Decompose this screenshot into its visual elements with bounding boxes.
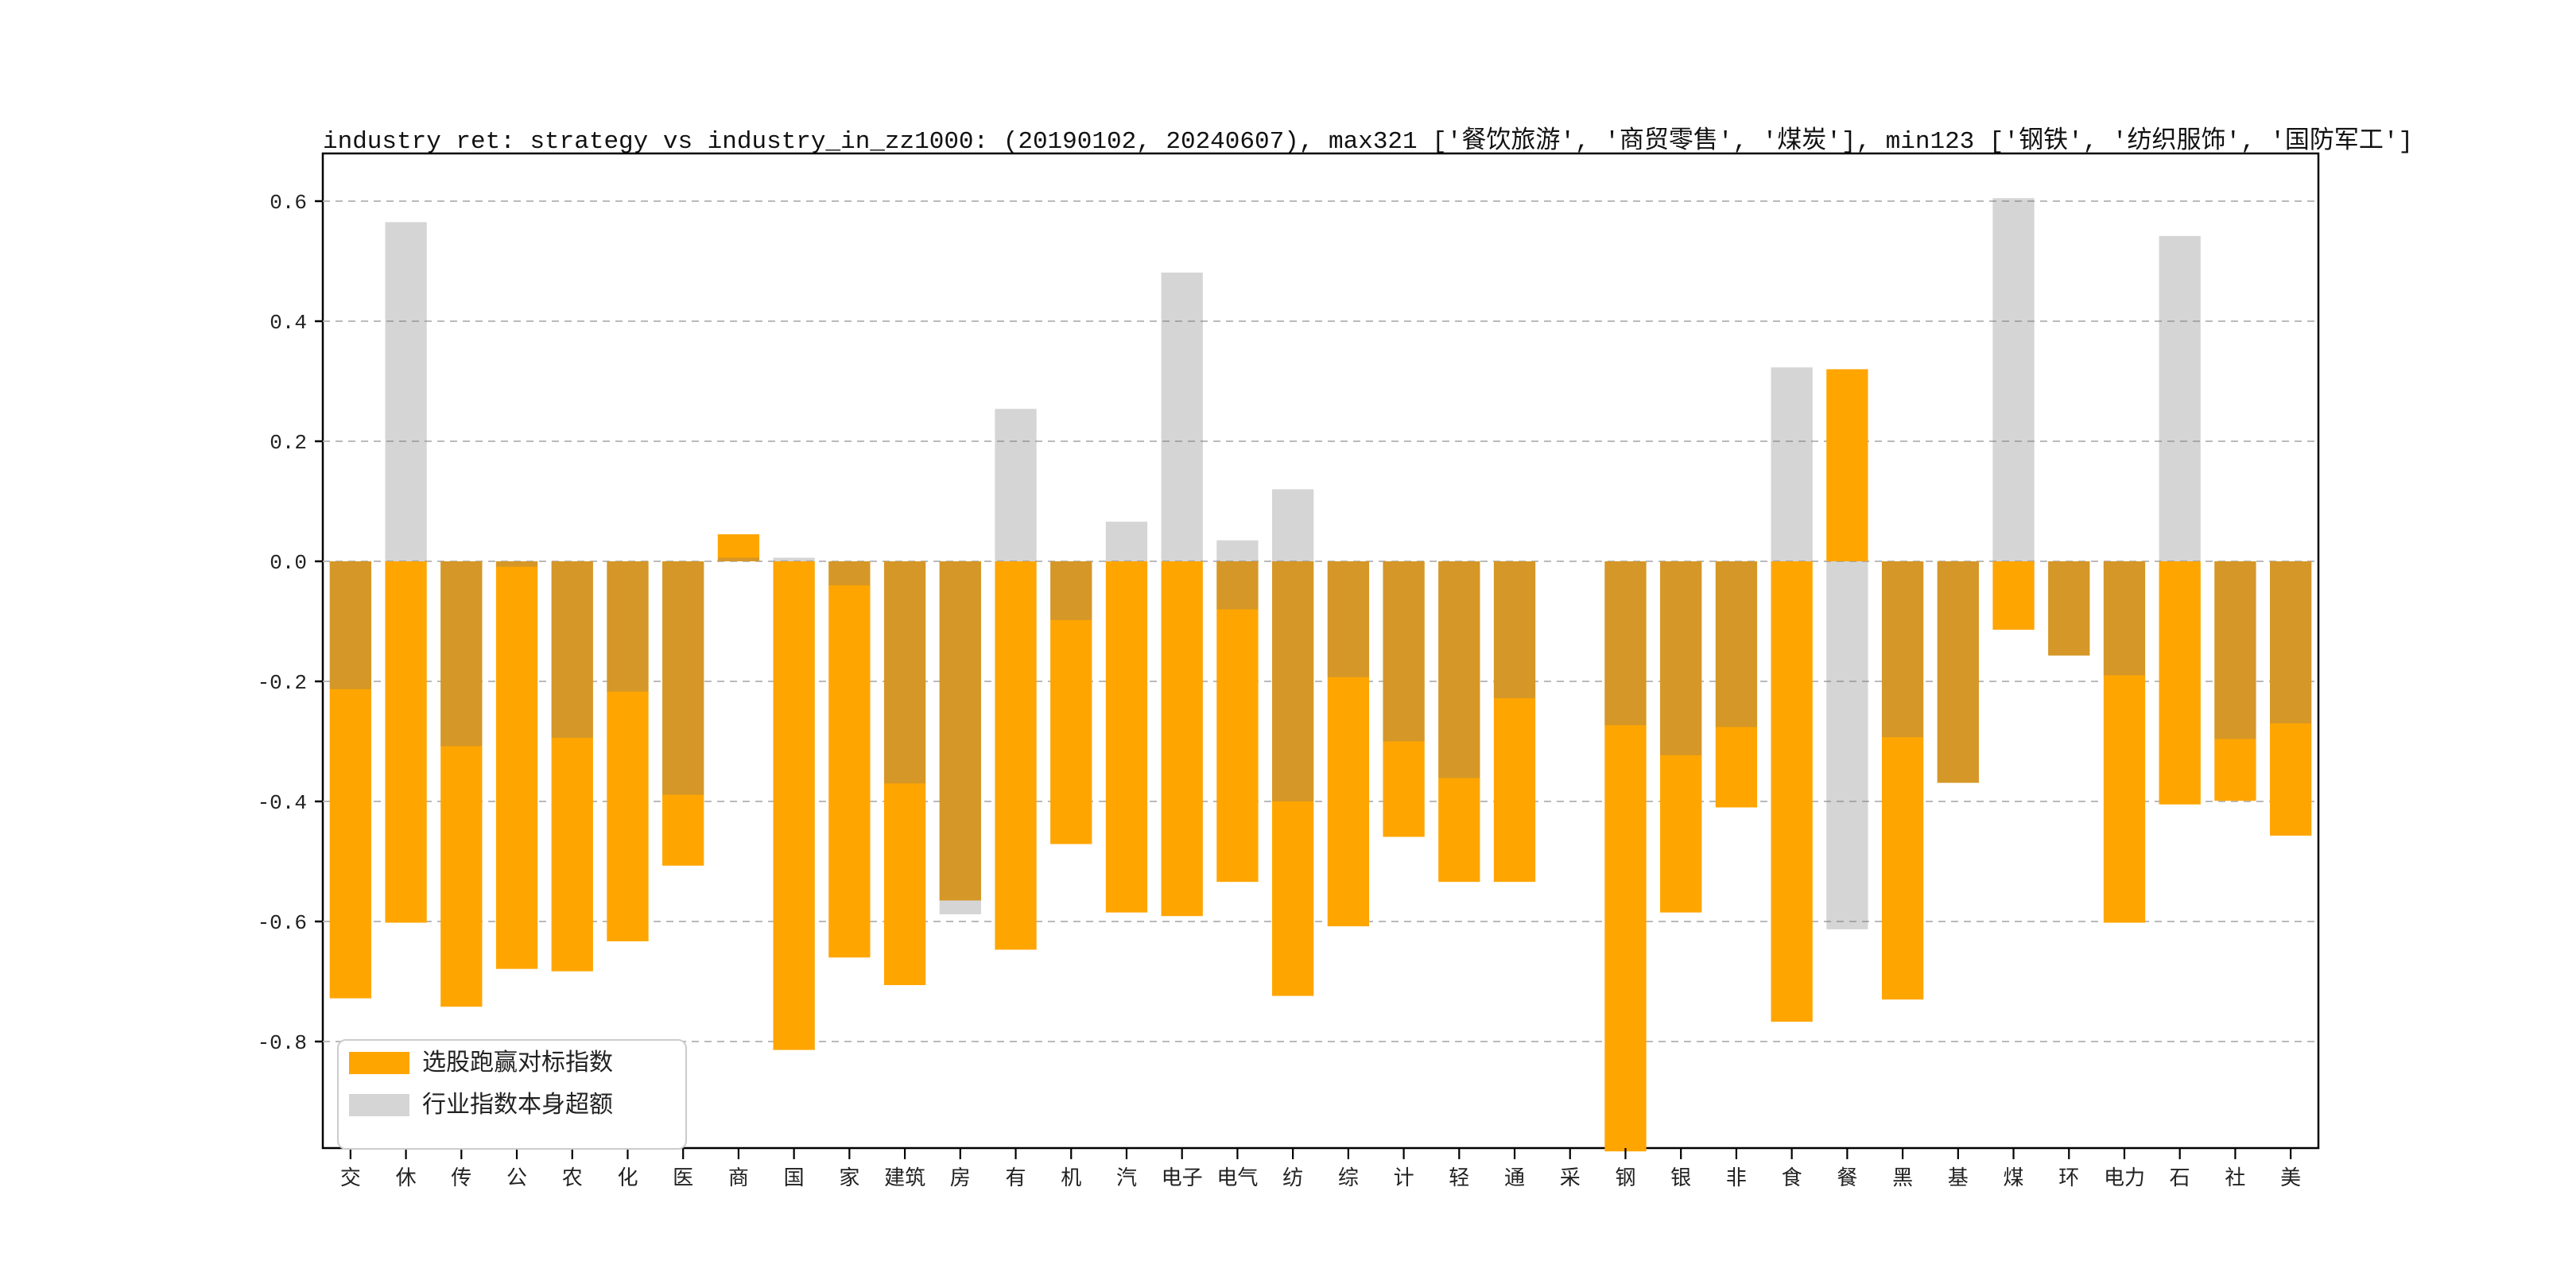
svg-text:食: 食 [1782,1166,1802,1189]
svg-text:化: 化 [617,1166,638,1189]
svg-text:基: 基 [1948,1166,1969,1189]
svg-text:家: 家 [839,1166,859,1189]
svg-text:-0.4: -0.4 [258,791,307,815]
svg-text:环: 环 [2058,1166,2079,1189]
svg-text:非: 非 [1726,1166,1747,1189]
svg-text:电力: 电力 [2104,1166,2145,1189]
svg-text:商: 商 [728,1166,749,1189]
svg-text:交: 交 [340,1166,361,1189]
svg-text:休: 休 [396,1166,417,1189]
svg-text:黑: 黑 [1892,1166,1913,1189]
svg-text:餐: 餐 [1837,1166,1857,1189]
svg-text:汽: 汽 [1116,1166,1137,1189]
svg-text:电气: 电气 [1216,1166,1258,1189]
svg-text:国: 国 [784,1166,805,1189]
svg-text:-0.8: -0.8 [258,1031,307,1055]
svg-text:医: 医 [673,1166,693,1189]
svg-text:采: 采 [1560,1166,1581,1189]
svg-text:农: 农 [562,1166,583,1189]
svg-text:机: 机 [1061,1166,1081,1189]
svg-text:银: 银 [1670,1166,1691,1189]
svg-text:计: 计 [1394,1166,1414,1189]
svg-text:0.0: 0.0 [270,551,307,575]
svg-text:美: 美 [2280,1166,2301,1189]
svg-text:有: 有 [1006,1166,1026,1189]
svg-text:0.6: 0.6 [270,191,307,215]
svg-text:建筑: 建筑 [884,1166,925,1189]
svg-text:煤: 煤 [2004,1166,2024,1189]
svg-text:公: 公 [506,1166,527,1189]
svg-text:轻: 轻 [1449,1166,1469,1189]
svg-text:-0.6: -0.6 [258,911,307,935]
svg-text:纺: 纺 [1282,1166,1303,1189]
svg-text:综: 综 [1338,1166,1359,1189]
svg-text:0.2: 0.2 [270,431,307,455]
svg-text:钢: 钢 [1615,1166,1635,1189]
svg-text:房: 房 [950,1166,971,1189]
svg-text:社: 社 [2225,1166,2245,1189]
svg-text:-0.2: -0.2 [258,671,307,695]
svg-text:选股跑赢对标指数: 选股跑赢对标指数 [422,1049,613,1076]
svg-text:0.4: 0.4 [270,311,307,335]
svg-text:通: 通 [1504,1166,1525,1189]
svg-text:行业指数本身超额: 行业指数本身超额 [422,1092,613,1118]
svg-text:石: 石 [2170,1166,2190,1189]
svg-text:电子: 电子 [1162,1166,1203,1189]
svg-text:传: 传 [451,1166,471,1189]
